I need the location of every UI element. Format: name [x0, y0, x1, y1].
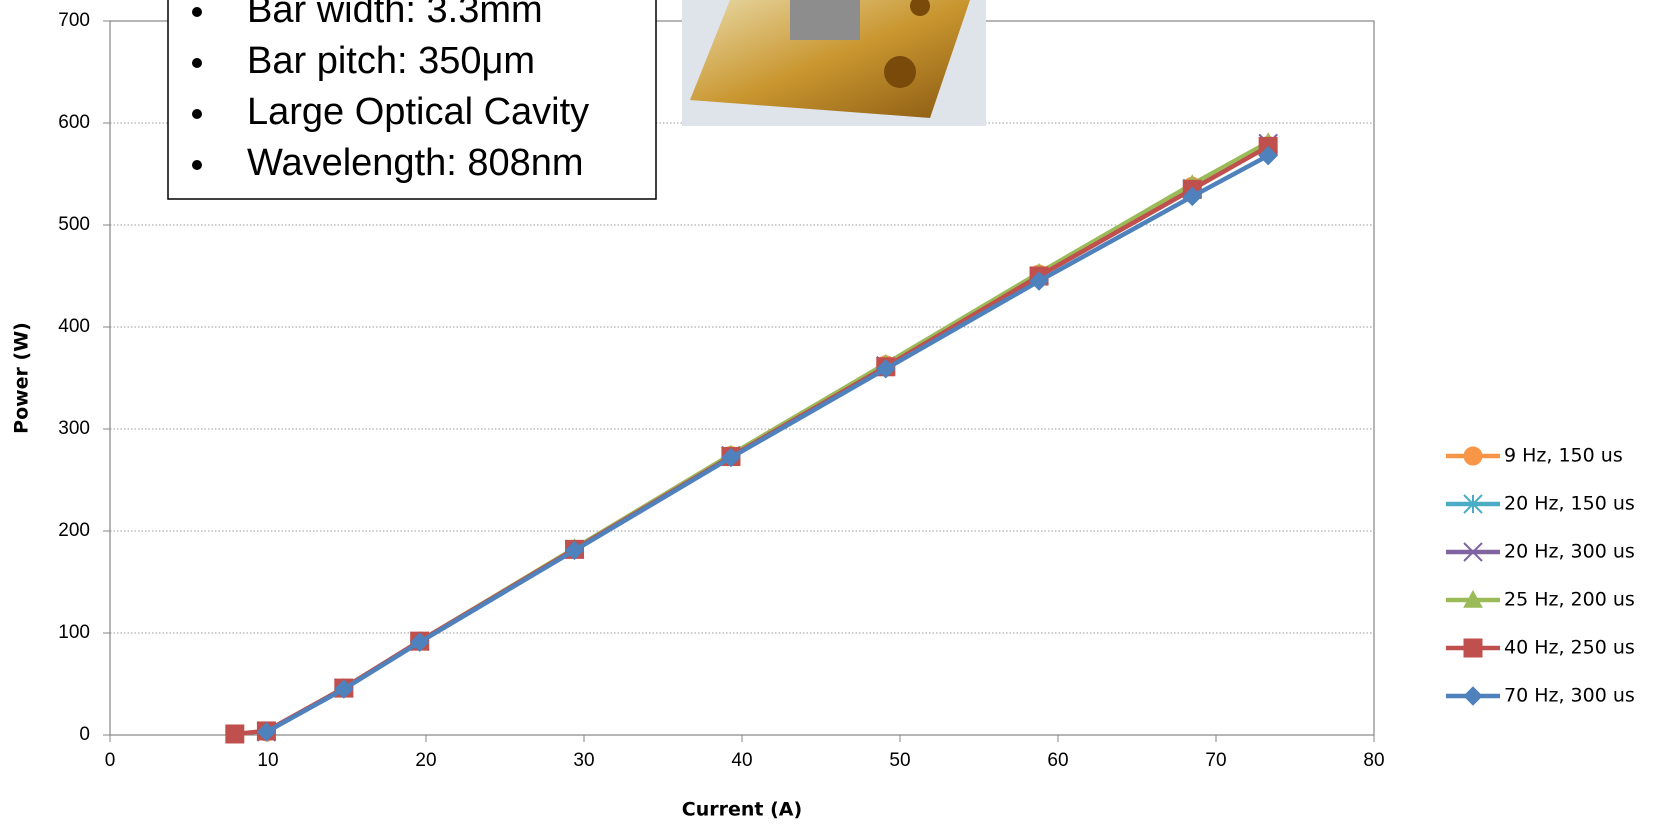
- annotation-text: Bar width: 3.3mm: [247, 0, 543, 31]
- legend-marker: [1463, 589, 1483, 608]
- legend-marker: [1463, 494, 1483, 514]
- annotation-text: Large Optical Cavity: [247, 91, 589, 133]
- bullet: [192, 109, 202, 119]
- x-tick-label: 50: [889, 750, 910, 771]
- photo: [682, 0, 986, 126]
- point: [721, 447, 741, 468]
- point: [1182, 186, 1203, 207]
- y-axis-title: Power (W): [11, 322, 33, 434]
- legend-item: 9 Hz, 150 us: [1446, 445, 1623, 467]
- x-tick-label: 80: [1363, 750, 1384, 771]
- bullet: [192, 7, 202, 17]
- legend-label: 9 Hz, 150 us: [1504, 445, 1623, 467]
- plot-area: 0 100 200 300 400 500 600 700 0 10 20 30 40 50 60 70 80: [58, 10, 1384, 771]
- legend-item: 20 Hz, 300 us: [1446, 541, 1635, 563]
- y-tick-label: 700: [58, 10, 90, 31]
- legend-label: 70 Hz, 300 us: [1504, 685, 1635, 707]
- point: [1029, 271, 1049, 291]
- x-tick-label: 70: [1205, 750, 1226, 771]
- legend-item: 70 Hz, 300 us: [1446, 685, 1635, 707]
- x-tick-label: 0: [105, 750, 116, 771]
- y-tick-label: 500: [58, 214, 90, 235]
- annotation-text: Bar pitch: 350μm: [247, 40, 535, 82]
- series: [256, 145, 1278, 742]
- x-axis-title: Current (A): [682, 799, 802, 821]
- legend-label: 40 Hz, 250 us: [1504, 637, 1635, 659]
- legend-label: 20 Hz, 300 us: [1504, 541, 1635, 563]
- point: [256, 722, 277, 742]
- y-tick-label: 100: [58, 622, 90, 643]
- annotation-box: [167, 0, 657, 200]
- point: [564, 540, 585, 561]
- y-tick-label: 200: [58, 520, 90, 541]
- x-tick-label: 40: [731, 750, 752, 771]
- y-tick-label: 400: [58, 316, 90, 337]
- bullet: [192, 58, 202, 68]
- legend-marker: [1463, 686, 1483, 706]
- y-tick-label: 0: [79, 724, 90, 745]
- legend-label: 20 Hz, 150 us: [1504, 493, 1635, 515]
- legend-item: 20 Hz, 150 us: [1446, 493, 1635, 515]
- legend-item: 25 Hz, 200 us: [1446, 589, 1635, 611]
- point: [334, 679, 354, 699]
- y-tick-label: 300: [58, 418, 90, 439]
- point: [225, 724, 245, 744]
- x-tick-label: 30: [573, 750, 594, 771]
- legend-item: 40 Hz, 250 us: [1446, 637, 1635, 659]
- y-tick-label: 600: [58, 112, 90, 133]
- x-tick-label: 10: [257, 750, 278, 771]
- point: [876, 359, 896, 379]
- x-tick-label: 60: [1047, 750, 1068, 771]
- legend-label: 25 Hz, 200 us: [1504, 589, 1635, 611]
- bullet: [192, 160, 202, 170]
- point: [1258, 145, 1278, 166]
- x-tick-label: 20: [415, 750, 436, 771]
- point: [409, 632, 430, 652]
- annotation-text: Wavelength: 808nm: [247, 142, 584, 184]
- legend-marker: [1463, 542, 1483, 562]
- legend-marker: [1463, 638, 1483, 658]
- legend-marker: [1463, 446, 1483, 466]
